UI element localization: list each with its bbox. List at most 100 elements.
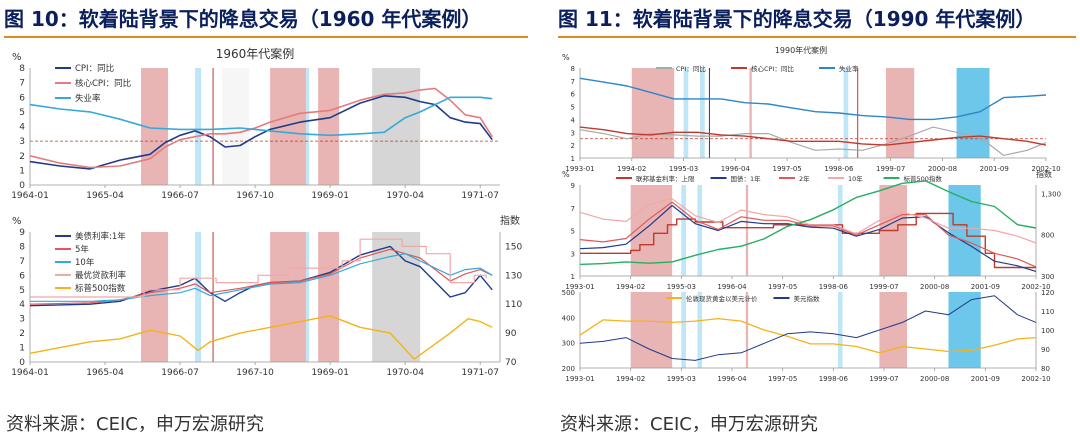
legend-label: 10年 (848, 174, 863, 183)
y-tick-label: 3 (571, 129, 575, 137)
shaded-band (837, 292, 843, 368)
y-tick-label: 9 (19, 228, 25, 238)
y2-tick-label: 150 (505, 242, 522, 252)
legend-label: 核心CPI：同比 (751, 64, 794, 73)
legend-label: 伦敦现货黄金以美元计价 (686, 294, 758, 303)
shaded-band (745, 185, 749, 276)
shaded-band (681, 292, 686, 368)
legend-label: 国债：1年 (731, 174, 762, 183)
series-line (29, 315, 493, 360)
x-tick-label: 2002-10 (1021, 283, 1050, 291)
y-tick-label: 3 (19, 315, 25, 325)
x-tick-label: 1994-02 (616, 283, 645, 291)
shaded-band (700, 68, 705, 158)
chart-title: 1990年代案例 (775, 45, 827, 55)
x-tick-label: 2000-08 (920, 283, 949, 291)
y-tick-label: 1 (571, 155, 575, 163)
chart-1960-top: 0 1 2 3 4 5 6 7 8% 1964-01 1965-04 1966-07 1967-10 19… (11, 46, 500, 201)
x-tick-label: 1964-01 (11, 368, 49, 378)
figure-11-title: 图 11：软着陆背景下的降息交易（1990 年代案例） (558, 2, 1076, 38)
y2-tick-label: 1,300 (1041, 190, 1061, 198)
shaded-band (749, 68, 752, 158)
shaded-band (879, 292, 908, 368)
shaded-band (195, 232, 202, 362)
shaded-band (270, 68, 307, 185)
y-tick-label: 500 (562, 289, 575, 297)
shaded-band (318, 68, 340, 185)
shaded-band (195, 68, 202, 185)
x-tick-label: 1971-07 (461, 368, 499, 378)
legend-label: 标普500指数 (904, 174, 943, 183)
x-tick-label: 1999-07 (869, 375, 898, 383)
y-tick-label: 8 (571, 65, 575, 73)
y-tick-label: 9 (571, 182, 575, 190)
y-tick-label: 1 (571, 273, 575, 281)
x-tick-label: 1993-01 (565, 375, 594, 383)
y2-tick-label: 90 (1041, 346, 1050, 354)
y-tick-label: 4 (19, 123, 25, 133)
y2-tick-label: 110 (1041, 308, 1054, 316)
y-tick-label: 6 (571, 91, 576, 99)
y2-tick-label: 130 (505, 271, 522, 281)
x-tick-label: 1971-07 (461, 191, 499, 201)
chart-title: 1960年代案例 (216, 46, 295, 61)
y-tick-label: 4 (19, 300, 25, 310)
x-tick-label: 1994-02 (616, 375, 645, 383)
x-tick-label: 2000-08 (920, 375, 949, 383)
x-tick-label: 1964-01 (11, 191, 49, 201)
y-tick-label: 0 (19, 358, 25, 368)
legend-label: 标普500指数 (75, 283, 126, 294)
shaded-band (372, 68, 421, 185)
x-tick-label: 1997-05 (768, 283, 797, 291)
legend-label: 2年 (799, 174, 810, 183)
shaded-band (683, 68, 689, 158)
legend-label: 联邦基金利率：上限 (636, 174, 695, 183)
series-line (579, 77, 1047, 121)
legend-label: 失业率 (75, 93, 101, 104)
y2-tick-label: 100 (1041, 327, 1054, 335)
legend-label: 10年 (75, 257, 95, 268)
x-tick-label: 1998-06 (819, 283, 849, 291)
x-tick-label: 1996-04 (721, 165, 751, 173)
chart-1990-top: 1 2 3 4 5 6 7 8% 1993-01 1994-02 1995-03 1996-04 199… (562, 45, 1061, 173)
x-tick-label: 1970-04 (386, 191, 424, 201)
shaded-band (222, 68, 250, 185)
chart-1990-bottom: 200 300 400 500 80 90 100 110 120 1993-01 1994-02 1… (562, 289, 1055, 383)
x-tick-label: 1969-01 (311, 368, 349, 378)
x-tick-label: 1998-06 (824, 165, 854, 173)
x-tick-label: 2002-10 (1031, 165, 1060, 173)
y-tick-label: 3 (19, 137, 25, 147)
x-tick-label: 1969-01 (311, 191, 349, 201)
x-tick-label: 1993-01 (565, 283, 594, 291)
y-tick-label: 7 (571, 78, 575, 86)
y-tick-label: 400 (562, 314, 575, 322)
shaded-band (745, 292, 749, 368)
x-tick-label: 1967-10 (236, 191, 274, 201)
x-tick-label: 1966-07 (161, 191, 199, 201)
y-tick-label: 1 (19, 344, 25, 354)
shaded-band (697, 185, 703, 276)
shaded-band (681, 185, 686, 276)
y-tick-label: 1 (19, 166, 25, 176)
x-tick-label: 1999-07 (876, 165, 905, 173)
x-tick-label: 2001-09 (971, 375, 1000, 383)
x-tick-label: 1997-05 (768, 375, 797, 383)
y2-tick-label: 300 (1041, 273, 1054, 281)
legend-label: 核心CPI：同比 (75, 78, 131, 89)
y-tick-label: 5 (19, 108, 25, 118)
shaded-band (631, 68, 675, 158)
x-tick-label: 1996-04 (717, 375, 747, 383)
x-tick-label: 1995-03 (667, 375, 696, 383)
series-line (29, 95, 493, 170)
series-line (579, 201, 1037, 268)
y-tick-label: 8 (19, 64, 25, 74)
y-tick-label: 5 (571, 228, 575, 236)
x-tick-label: 1998-06 (819, 375, 849, 383)
x-tick-label: 1970-04 (386, 368, 424, 378)
shaded-band (270, 232, 307, 362)
y-axis-label: % (562, 170, 570, 179)
y2-tick-label: 90 (505, 329, 517, 339)
y-tick-label: 6 (19, 93, 25, 103)
legend-label: 美债利率:1年 (75, 231, 126, 242)
